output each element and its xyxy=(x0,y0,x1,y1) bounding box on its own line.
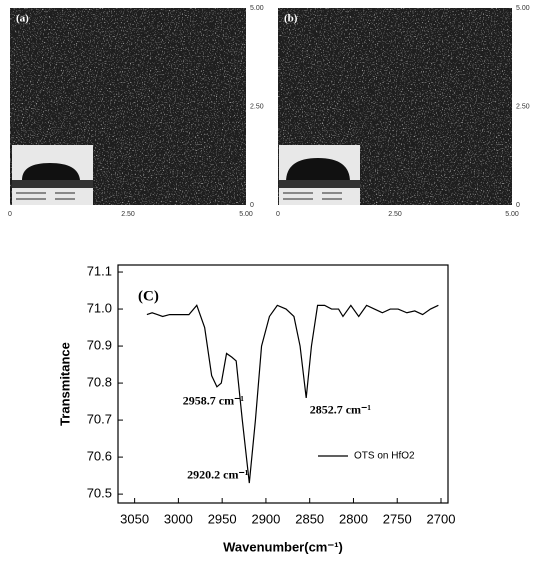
x-tick-label: 0 xyxy=(8,211,12,218)
y-axis-label: Transmitance xyxy=(57,342,72,426)
annotation: 2958.7 cm⁻¹ xyxy=(183,393,245,407)
x-tick-label: 2850 xyxy=(295,511,324,526)
x-axis-label: Wavenumber(cm⁻¹) xyxy=(223,539,343,554)
legend-label: OTS on HfO2 xyxy=(354,451,415,462)
annotation: 2852.7 cm⁻¹ xyxy=(310,403,372,417)
x-tick-label: 2750 xyxy=(383,511,412,526)
x-tick-label: 5.00 xyxy=(505,211,519,218)
panel-label: (C) xyxy=(138,288,159,304)
y-tick-label: 5.00 xyxy=(516,5,530,12)
y-tick-label: 70.6 xyxy=(87,449,112,464)
annotation: 2920.2 cm⁻¹ xyxy=(187,467,249,481)
afm-image-b xyxy=(278,8,512,205)
y-tick-label: 70.7 xyxy=(87,412,112,427)
y-tick-label: 5.00 xyxy=(250,5,264,12)
panel-label: (a) xyxy=(16,13,29,25)
y-tick-label: 71.0 xyxy=(87,300,112,315)
y-tick-label: 2.50 xyxy=(516,103,530,110)
x-tick-label: 0 xyxy=(276,211,280,218)
x-tick-label: 2800 xyxy=(339,511,368,526)
y-tick-label: 71.1 xyxy=(87,263,112,278)
panel-label: (b) xyxy=(284,13,298,25)
x-tick-label: 3050 xyxy=(120,511,149,526)
x-tick-label: 2950 xyxy=(208,511,237,526)
plot-frame xyxy=(117,264,449,504)
x-tick-label: 2.50 xyxy=(121,211,135,218)
x-tick-label: 2.50 xyxy=(388,211,402,218)
line-series xyxy=(146,304,439,484)
y-tick-label: 0 xyxy=(250,202,254,209)
y-tick-label: 2.50 xyxy=(250,103,264,110)
afm-image-a xyxy=(10,8,246,205)
y-tick-label: 0 xyxy=(516,202,520,209)
x-tick-label: 5.00 xyxy=(239,211,253,218)
x-tick-label: 3000 xyxy=(164,511,193,526)
y-tick-label: 70.5 xyxy=(87,486,112,501)
y-tick-label: 70.9 xyxy=(87,337,112,352)
y-tick-label: 70.8 xyxy=(87,375,112,390)
x-tick-label: 2900 xyxy=(251,511,280,526)
x-tick-label: 2700 xyxy=(427,511,456,526)
